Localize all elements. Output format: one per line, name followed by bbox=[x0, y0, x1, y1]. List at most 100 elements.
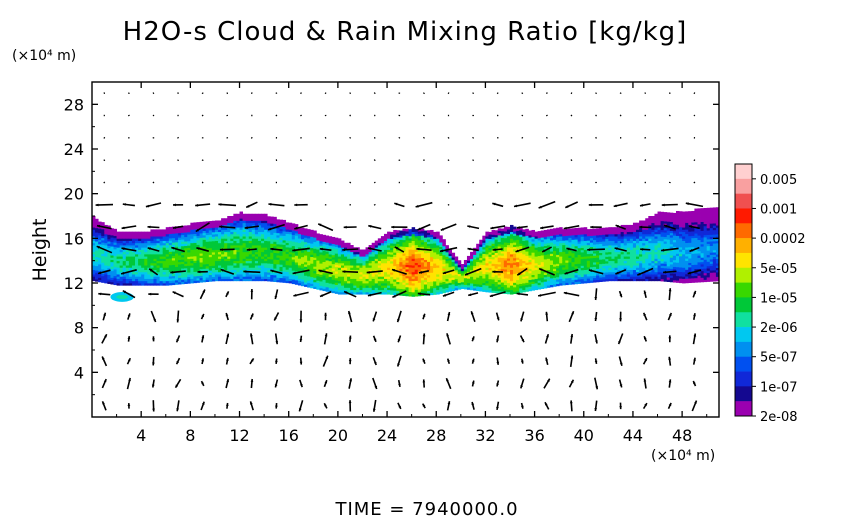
cloud-cell bbox=[347, 242, 351, 246]
cloud-cell bbox=[522, 238, 526, 241]
cloud-cell bbox=[273, 230, 277, 233]
cloud-cell bbox=[239, 253, 243, 257]
cloud-cell bbox=[580, 276, 585, 280]
cloud-cell bbox=[310, 263, 314, 266]
cloud-cell bbox=[636, 222, 640, 226]
cloud-cell bbox=[632, 258, 637, 262]
cloud-cell bbox=[98, 241, 102, 245]
cloud-cell bbox=[605, 272, 609, 275]
cloud-cell bbox=[150, 267, 154, 270]
cloud-cell bbox=[583, 280, 588, 284]
cloud-cell bbox=[642, 240, 646, 244]
cloud-cell bbox=[362, 249, 366, 253]
cloud-cell bbox=[436, 289, 440, 293]
cloud-cell bbox=[353, 283, 357, 286]
cloud-cell bbox=[442, 272, 446, 276]
cloud-cell bbox=[439, 271, 443, 274]
cloud-cell bbox=[221, 222, 225, 226]
cloud-cell bbox=[334, 271, 339, 274]
cloud-cell bbox=[648, 238, 652, 241]
cloud-cell bbox=[620, 258, 625, 262]
cloud-cell bbox=[390, 252, 394, 255]
cloud-cell bbox=[267, 231, 271, 235]
cloud-cell bbox=[165, 249, 170, 253]
cloud-cell bbox=[270, 274, 274, 278]
cloud-cell bbox=[448, 264, 452, 268]
cloud-cell bbox=[420, 282, 425, 285]
cloud-cell bbox=[227, 218, 231, 221]
cloud-cell bbox=[267, 256, 271, 260]
cloud-cell bbox=[331, 239, 336, 242]
cloud-cell bbox=[350, 289, 354, 293]
cloud-cell bbox=[420, 262, 425, 265]
cloud-cell bbox=[104, 238, 108, 241]
cloud-cell bbox=[273, 216, 277, 220]
cloud-cell bbox=[184, 247, 188, 251]
cloud-cell bbox=[663, 250, 668, 253]
cloud-cell bbox=[347, 287, 351, 291]
cloud-cell bbox=[168, 260, 173, 264]
cloud-cell bbox=[427, 290, 431, 294]
cloud-cell bbox=[525, 289, 529, 292]
cloud-cell bbox=[116, 236, 121, 239]
cloud-cell bbox=[482, 260, 486, 263]
cloud-cell bbox=[629, 276, 634, 279]
cloud-cell bbox=[602, 265, 606, 269]
cloud-cell bbox=[168, 253, 173, 257]
cloud-cell bbox=[599, 254, 603, 258]
cloud-cell bbox=[128, 267, 133, 270]
cloud-cell bbox=[174, 239, 179, 243]
cloud-cell bbox=[196, 240, 200, 243]
cloud-cell bbox=[445, 269, 449, 273]
cloud-cell bbox=[159, 231, 164, 235]
cloud-cell bbox=[651, 220, 655, 224]
cloud-cell bbox=[257, 271, 262, 275]
cloud-cell bbox=[221, 247, 225, 250]
cloud-cell bbox=[565, 233, 569, 236]
cloud-cell bbox=[144, 242, 148, 246]
cloud-cell bbox=[620, 256, 625, 259]
cloud-cell bbox=[583, 245, 588, 248]
cloud-cell bbox=[264, 262, 268, 266]
cloud-cell bbox=[417, 251, 422, 254]
cloud-cell bbox=[669, 212, 674, 216]
cloud-cell bbox=[559, 236, 563, 239]
cloud-cell bbox=[208, 250, 213, 253]
cloud-cell bbox=[580, 236, 585, 240]
cloud-cell bbox=[645, 278, 649, 282]
cloud-cell bbox=[135, 258, 139, 262]
cloud-cell bbox=[110, 243, 114, 247]
cloud-cell bbox=[214, 271, 219, 275]
cloud-cell bbox=[636, 258, 640, 262]
cloud-cell bbox=[383, 249, 388, 253]
cloud-cell bbox=[411, 236, 416, 239]
cloud-cell bbox=[666, 221, 671, 224]
cloud-cell bbox=[248, 218, 253, 221]
cloud-cell bbox=[605, 278, 609, 282]
cloud-cell bbox=[178, 257, 182, 260]
cloud-cell bbox=[574, 245, 579, 249]
cloud-cell bbox=[402, 255, 406, 258]
cloud-cell bbox=[586, 229, 591, 232]
cloud-cell bbox=[629, 236, 634, 239]
cloud-cell bbox=[387, 238, 391, 241]
cloud-cell bbox=[393, 285, 397, 289]
cloud-cell bbox=[454, 281, 459, 284]
cloud-cell bbox=[648, 233, 652, 237]
cloud-cell bbox=[279, 219, 283, 223]
cloud-cell bbox=[383, 238, 388, 241]
cloud-cell bbox=[254, 227, 259, 230]
cloud-cell bbox=[491, 243, 496, 246]
cloud-cell bbox=[513, 235, 517, 239]
cloud-cell bbox=[214, 258, 219, 262]
cloud-cell bbox=[98, 266, 102, 269]
cloud-cell bbox=[506, 226, 511, 230]
cloud-cell bbox=[522, 233, 526, 237]
cloud-cell bbox=[589, 280, 594, 283]
cloud-cell bbox=[617, 251, 622, 255]
cloud-cell bbox=[101, 257, 105, 261]
cloud-cell bbox=[374, 265, 379, 268]
cloud-cell bbox=[196, 226, 200, 230]
cloud-cell bbox=[491, 252, 496, 255]
cloud-cell bbox=[184, 270, 188, 273]
